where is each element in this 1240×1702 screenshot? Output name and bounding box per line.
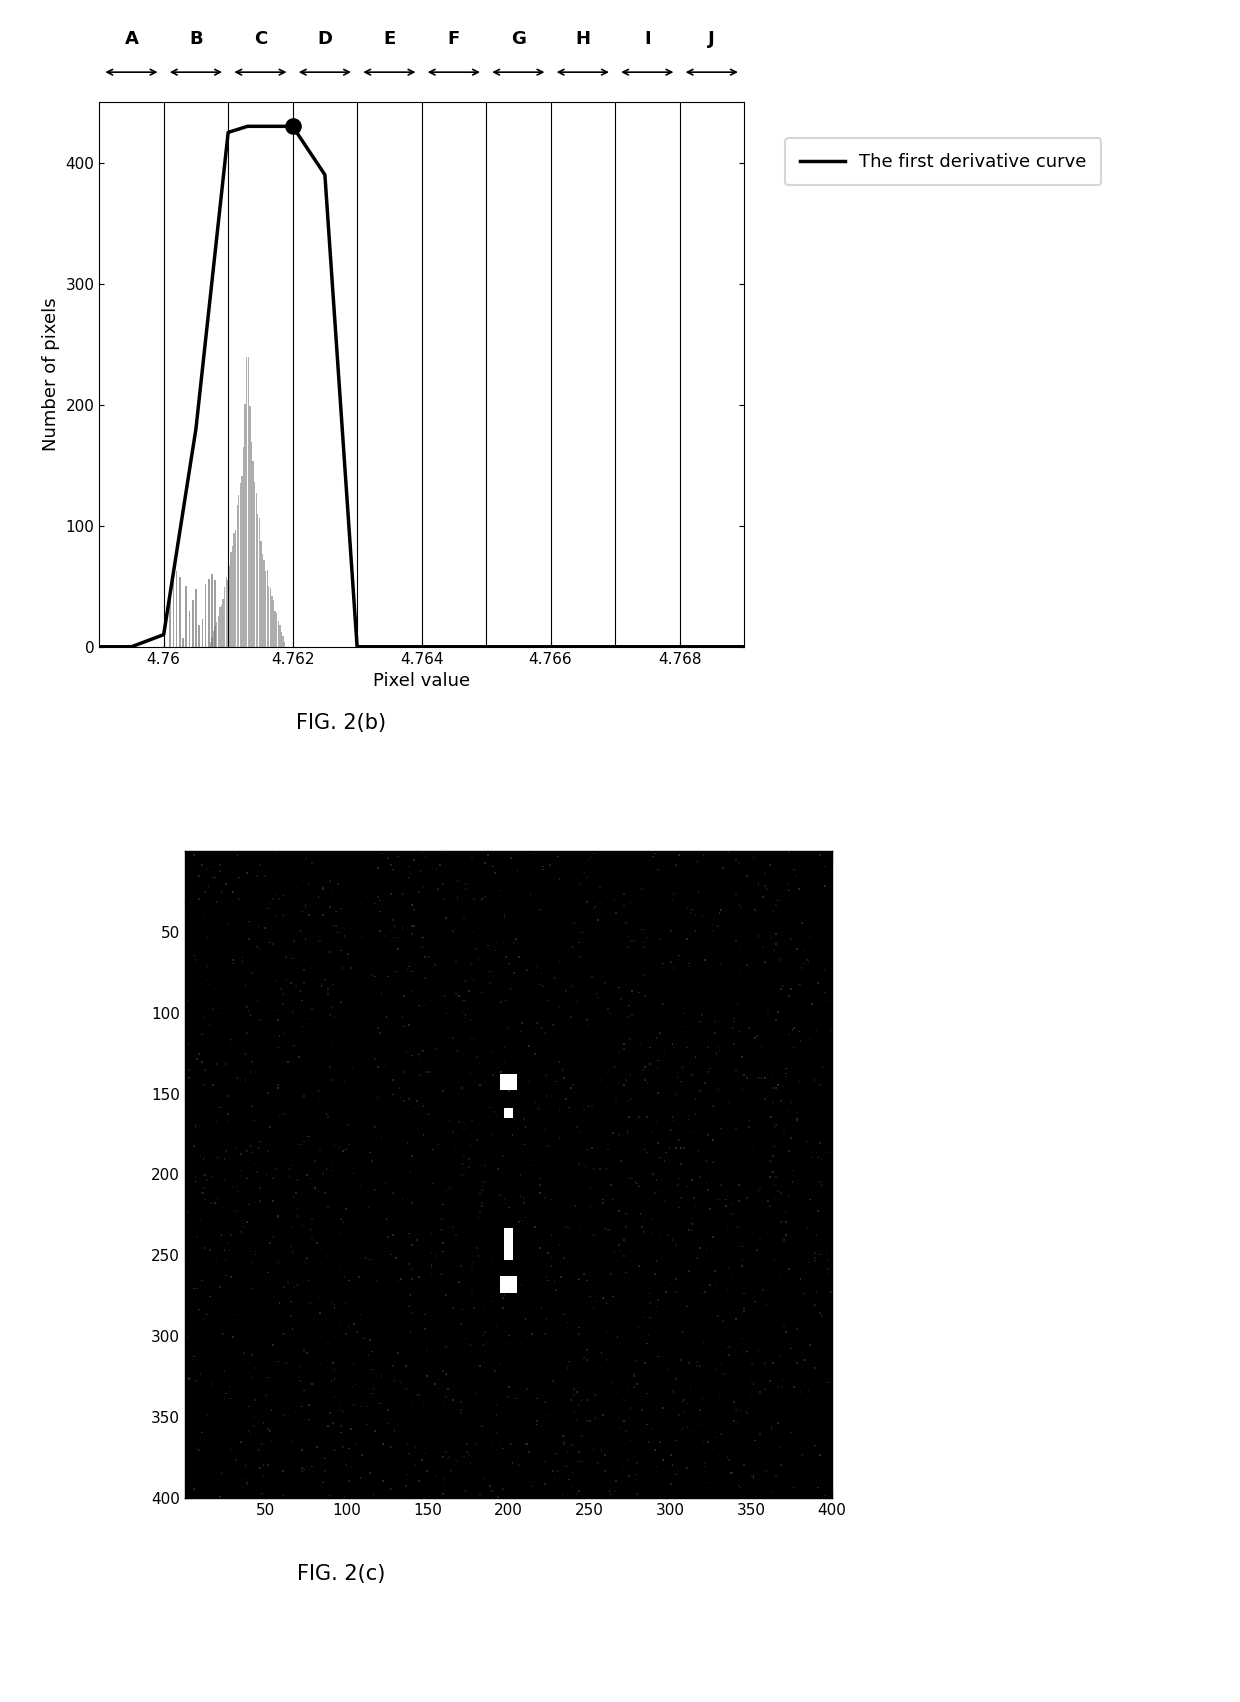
- Bar: [211, 574, 213, 647]
- Bar: [205, 584, 206, 647]
- Bar: [233, 533, 234, 647]
- X-axis label: Pixel value: Pixel value: [373, 672, 470, 691]
- Bar: [260, 541, 262, 647]
- Bar: [243, 446, 244, 647]
- Bar: [250, 443, 252, 647]
- Bar: [283, 637, 284, 647]
- Bar: [249, 407, 250, 647]
- Bar: [259, 519, 260, 647]
- Bar: [176, 570, 177, 647]
- Bar: [239, 483, 241, 647]
- Bar: [182, 638, 184, 647]
- Bar: [265, 570, 267, 647]
- Bar: [253, 461, 254, 647]
- Bar: [248, 357, 249, 647]
- Text: B: B: [190, 29, 202, 48]
- Bar: [237, 505, 238, 647]
- Bar: [215, 626, 216, 647]
- Bar: [224, 587, 226, 647]
- Text: FIG. 2(c): FIG. 2(c): [296, 1564, 386, 1585]
- Text: A: A: [124, 29, 139, 48]
- Bar: [219, 608, 221, 647]
- Bar: [226, 577, 227, 647]
- Bar: [222, 599, 223, 647]
- Bar: [255, 494, 257, 647]
- Bar: [272, 596, 273, 647]
- Bar: [215, 580, 216, 647]
- Text: H: H: [575, 29, 590, 48]
- Bar: [202, 620, 203, 647]
- Bar: [257, 514, 258, 647]
- Bar: [279, 625, 280, 647]
- Bar: [231, 553, 232, 647]
- Text: FIG. 2(b): FIG. 2(b): [296, 713, 386, 734]
- Bar: [228, 565, 229, 647]
- Bar: [270, 587, 272, 647]
- Bar: [172, 570, 174, 647]
- Bar: [186, 585, 187, 647]
- Bar: [236, 531, 237, 647]
- Bar: [192, 599, 193, 647]
- Bar: [232, 546, 233, 647]
- Bar: [227, 580, 228, 647]
- Bar: [217, 616, 219, 647]
- Bar: [263, 560, 265, 647]
- Bar: [211, 637, 212, 647]
- Bar: [278, 621, 279, 647]
- Bar: [284, 642, 285, 647]
- Text: C: C: [254, 29, 267, 48]
- Bar: [274, 611, 275, 647]
- Text: I: I: [644, 29, 651, 48]
- Bar: [262, 555, 263, 647]
- Text: D: D: [317, 29, 332, 48]
- Bar: [254, 482, 255, 647]
- Bar: [198, 625, 200, 647]
- Bar: [216, 621, 217, 647]
- Bar: [280, 631, 283, 647]
- Y-axis label: Number of pixels: Number of pixels: [42, 298, 60, 451]
- Bar: [267, 570, 268, 647]
- Bar: [238, 495, 239, 647]
- Bar: [195, 589, 197, 647]
- Bar: [246, 357, 248, 647]
- Bar: [221, 604, 222, 647]
- Bar: [242, 477, 243, 647]
- Bar: [210, 642, 211, 647]
- Text: F: F: [448, 29, 460, 48]
- Bar: [179, 577, 181, 647]
- Legend: The first derivative curve: The first derivative curve: [785, 138, 1101, 186]
- Bar: [273, 601, 274, 647]
- Text: E: E: [383, 29, 396, 48]
- Bar: [277, 613, 278, 647]
- Text: J: J: [708, 29, 715, 48]
- Bar: [170, 594, 171, 647]
- Bar: [208, 579, 210, 647]
- Bar: [244, 403, 246, 647]
- Bar: [188, 611, 190, 647]
- Bar: [213, 631, 215, 647]
- Bar: [268, 587, 269, 647]
- Text: G: G: [511, 29, 526, 48]
